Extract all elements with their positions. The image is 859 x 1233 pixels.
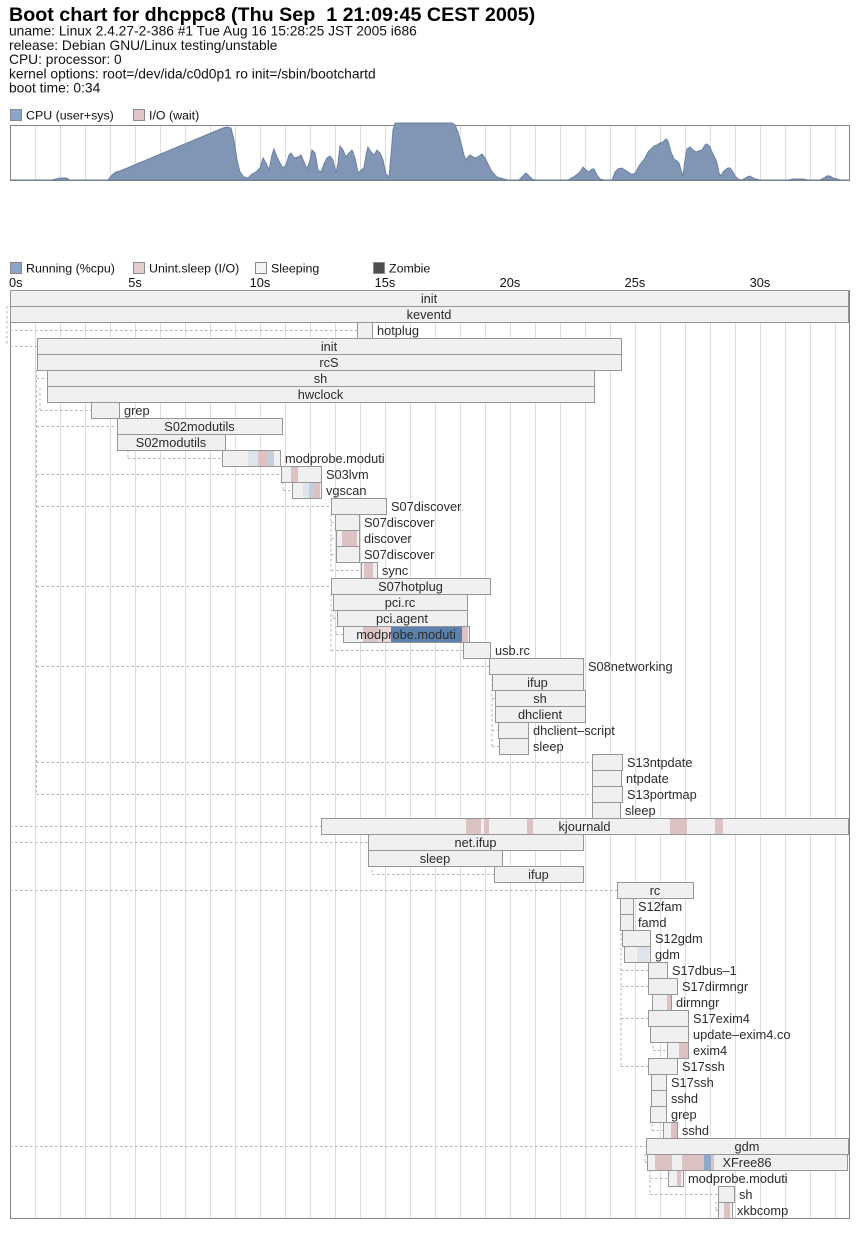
svg-text:S17dbus–1: S17dbus–1 <box>672 963 737 978</box>
svg-text:ifup: ifup <box>528 867 549 882</box>
svg-text:Sleeping: Sleeping <box>271 262 319 276</box>
svg-text:CPU (user+sys): CPU (user+sys) <box>26 109 114 123</box>
svg-text:sleep: sleep <box>533 739 564 754</box>
svg-text:S07discover: S07discover <box>364 547 435 562</box>
svg-text:update–exim4.co: update–exim4.co <box>693 1027 790 1042</box>
svg-text:vgscan: vgscan <box>326 483 367 498</box>
svg-text:S17dirmngr: S17dirmngr <box>682 979 749 994</box>
svg-text:gdm: gdm <box>735 1139 760 1154</box>
svg-text:30s: 30s <box>750 275 771 290</box>
svg-text:S13portmap: S13portmap <box>627 787 697 802</box>
svg-text:0s: 0s <box>9 275 23 290</box>
svg-text:init: init <box>321 339 338 354</box>
svg-text:usb.rc: usb.rc <box>495 643 530 658</box>
svg-text:modprobe.moduti: modprobe.moduti <box>688 1171 788 1186</box>
svg-text:S02modutils: S02modutils <box>136 435 206 450</box>
svg-text:ifup: ifup <box>527 675 548 690</box>
svg-text:sshd: sshd <box>682 1123 709 1138</box>
svg-text:S12fam: S12fam <box>638 899 682 914</box>
svg-text:rc: rc <box>650 883 661 898</box>
svg-text:S17exim4: S17exim4 <box>693 1011 750 1026</box>
svg-text:S03lvm: S03lvm <box>326 467 369 482</box>
svg-text:S17ssh: S17ssh <box>682 1059 725 1074</box>
svg-text:sh: sh <box>739 1187 753 1202</box>
svg-text:boot time: 0:34: boot time: 0:34 <box>9 81 101 96</box>
svg-text:I/O (wait): I/O (wait) <box>149 109 199 123</box>
svg-text:dhclient: dhclient <box>518 707 563 722</box>
svg-text:15s: 15s <box>375 275 396 290</box>
svg-text:hwclock: hwclock <box>298 387 344 402</box>
svg-text:pci.rc: pci.rc <box>385 595 416 610</box>
svg-text:hotplug: hotplug <box>377 323 419 338</box>
svg-text:S02modutils: S02modutils <box>164 419 234 434</box>
svg-text:release: Debian GNU/Linux test: release: Debian GNU/Linux testing/unstab… <box>9 38 278 53</box>
svg-text:xkbcomp: xkbcomp <box>737 1203 788 1218</box>
svg-text:exim4: exim4 <box>693 1043 727 1058</box>
svg-text:sync: sync <box>382 563 409 578</box>
svg-text:S13ntpdate: S13ntpdate <box>627 755 692 770</box>
svg-text:Zombie: Zombie <box>389 262 430 276</box>
svg-text:ntpdate: ntpdate <box>626 771 669 786</box>
svg-text:10s: 10s <box>250 275 271 290</box>
svg-text:5s: 5s <box>128 275 142 290</box>
svg-text:Unint.sleep (I/O): Unint.sleep (I/O) <box>149 262 239 276</box>
svg-text:grep: grep <box>671 1107 697 1122</box>
svg-text:Running (%cpu): Running (%cpu) <box>26 262 115 276</box>
svg-text:grep: grep <box>124 403 150 418</box>
svg-text:sshd: sshd <box>671 1091 698 1106</box>
svg-text:25s: 25s <box>625 275 646 290</box>
svg-text:rcS: rcS <box>319 355 338 370</box>
svg-text:modprobe.moduti: modprobe.moduti <box>285 451 385 466</box>
svg-text:net.ifup: net.ifup <box>455 835 497 850</box>
svg-text:XFree86: XFree86 <box>722 1155 771 1170</box>
svg-text:dhclient–script: dhclient–script <box>533 723 615 738</box>
svg-text:S07discover: S07discover <box>391 499 462 514</box>
svg-text:sleep: sleep <box>625 803 656 818</box>
svg-text:keventd: keventd <box>407 307 452 322</box>
svg-text:sleep: sleep <box>420 851 451 866</box>
svg-text:pci.agent: pci.agent <box>376 611 428 626</box>
svg-text:discover: discover <box>364 531 412 546</box>
svg-text:S12gdm: S12gdm <box>655 931 703 946</box>
svg-text:famd: famd <box>638 915 666 930</box>
svg-text:S07hotplug: S07hotplug <box>378 579 443 594</box>
svg-text:modprobe.moduti: modprobe.moduti <box>356 627 456 642</box>
svg-text:sh: sh <box>533 691 547 706</box>
svg-text:gdm: gdm <box>655 947 680 962</box>
svg-text:uname: Linux 2.4.27-2-386 #1 T: uname: Linux 2.4.27-2-386 #1 Tue Aug 16 … <box>9 24 417 39</box>
svg-text:CPU: processor: 0: CPU: processor: 0 <box>9 52 122 67</box>
svg-text:sh: sh <box>314 371 328 386</box>
svg-text:S17ssh: S17ssh <box>671 1075 714 1090</box>
svg-text:init: init <box>421 291 438 306</box>
svg-text:kjournald: kjournald <box>559 819 611 834</box>
svg-text:dirmngr: dirmngr <box>676 995 720 1010</box>
svg-text:kernel options: root=/dev/ida/: kernel options: root=/dev/ida/c0d0p1 ro … <box>9 66 376 81</box>
svg-text:S08networking: S08networking <box>588 659 673 674</box>
svg-text:S07discover: S07discover <box>364 515 435 530</box>
svg-text:Boot chart for dhcppc8 (Thu Se: Boot chart for dhcppc8 (Thu Sep 1 21:09:… <box>9 4 535 26</box>
svg-text:20s: 20s <box>500 275 521 290</box>
